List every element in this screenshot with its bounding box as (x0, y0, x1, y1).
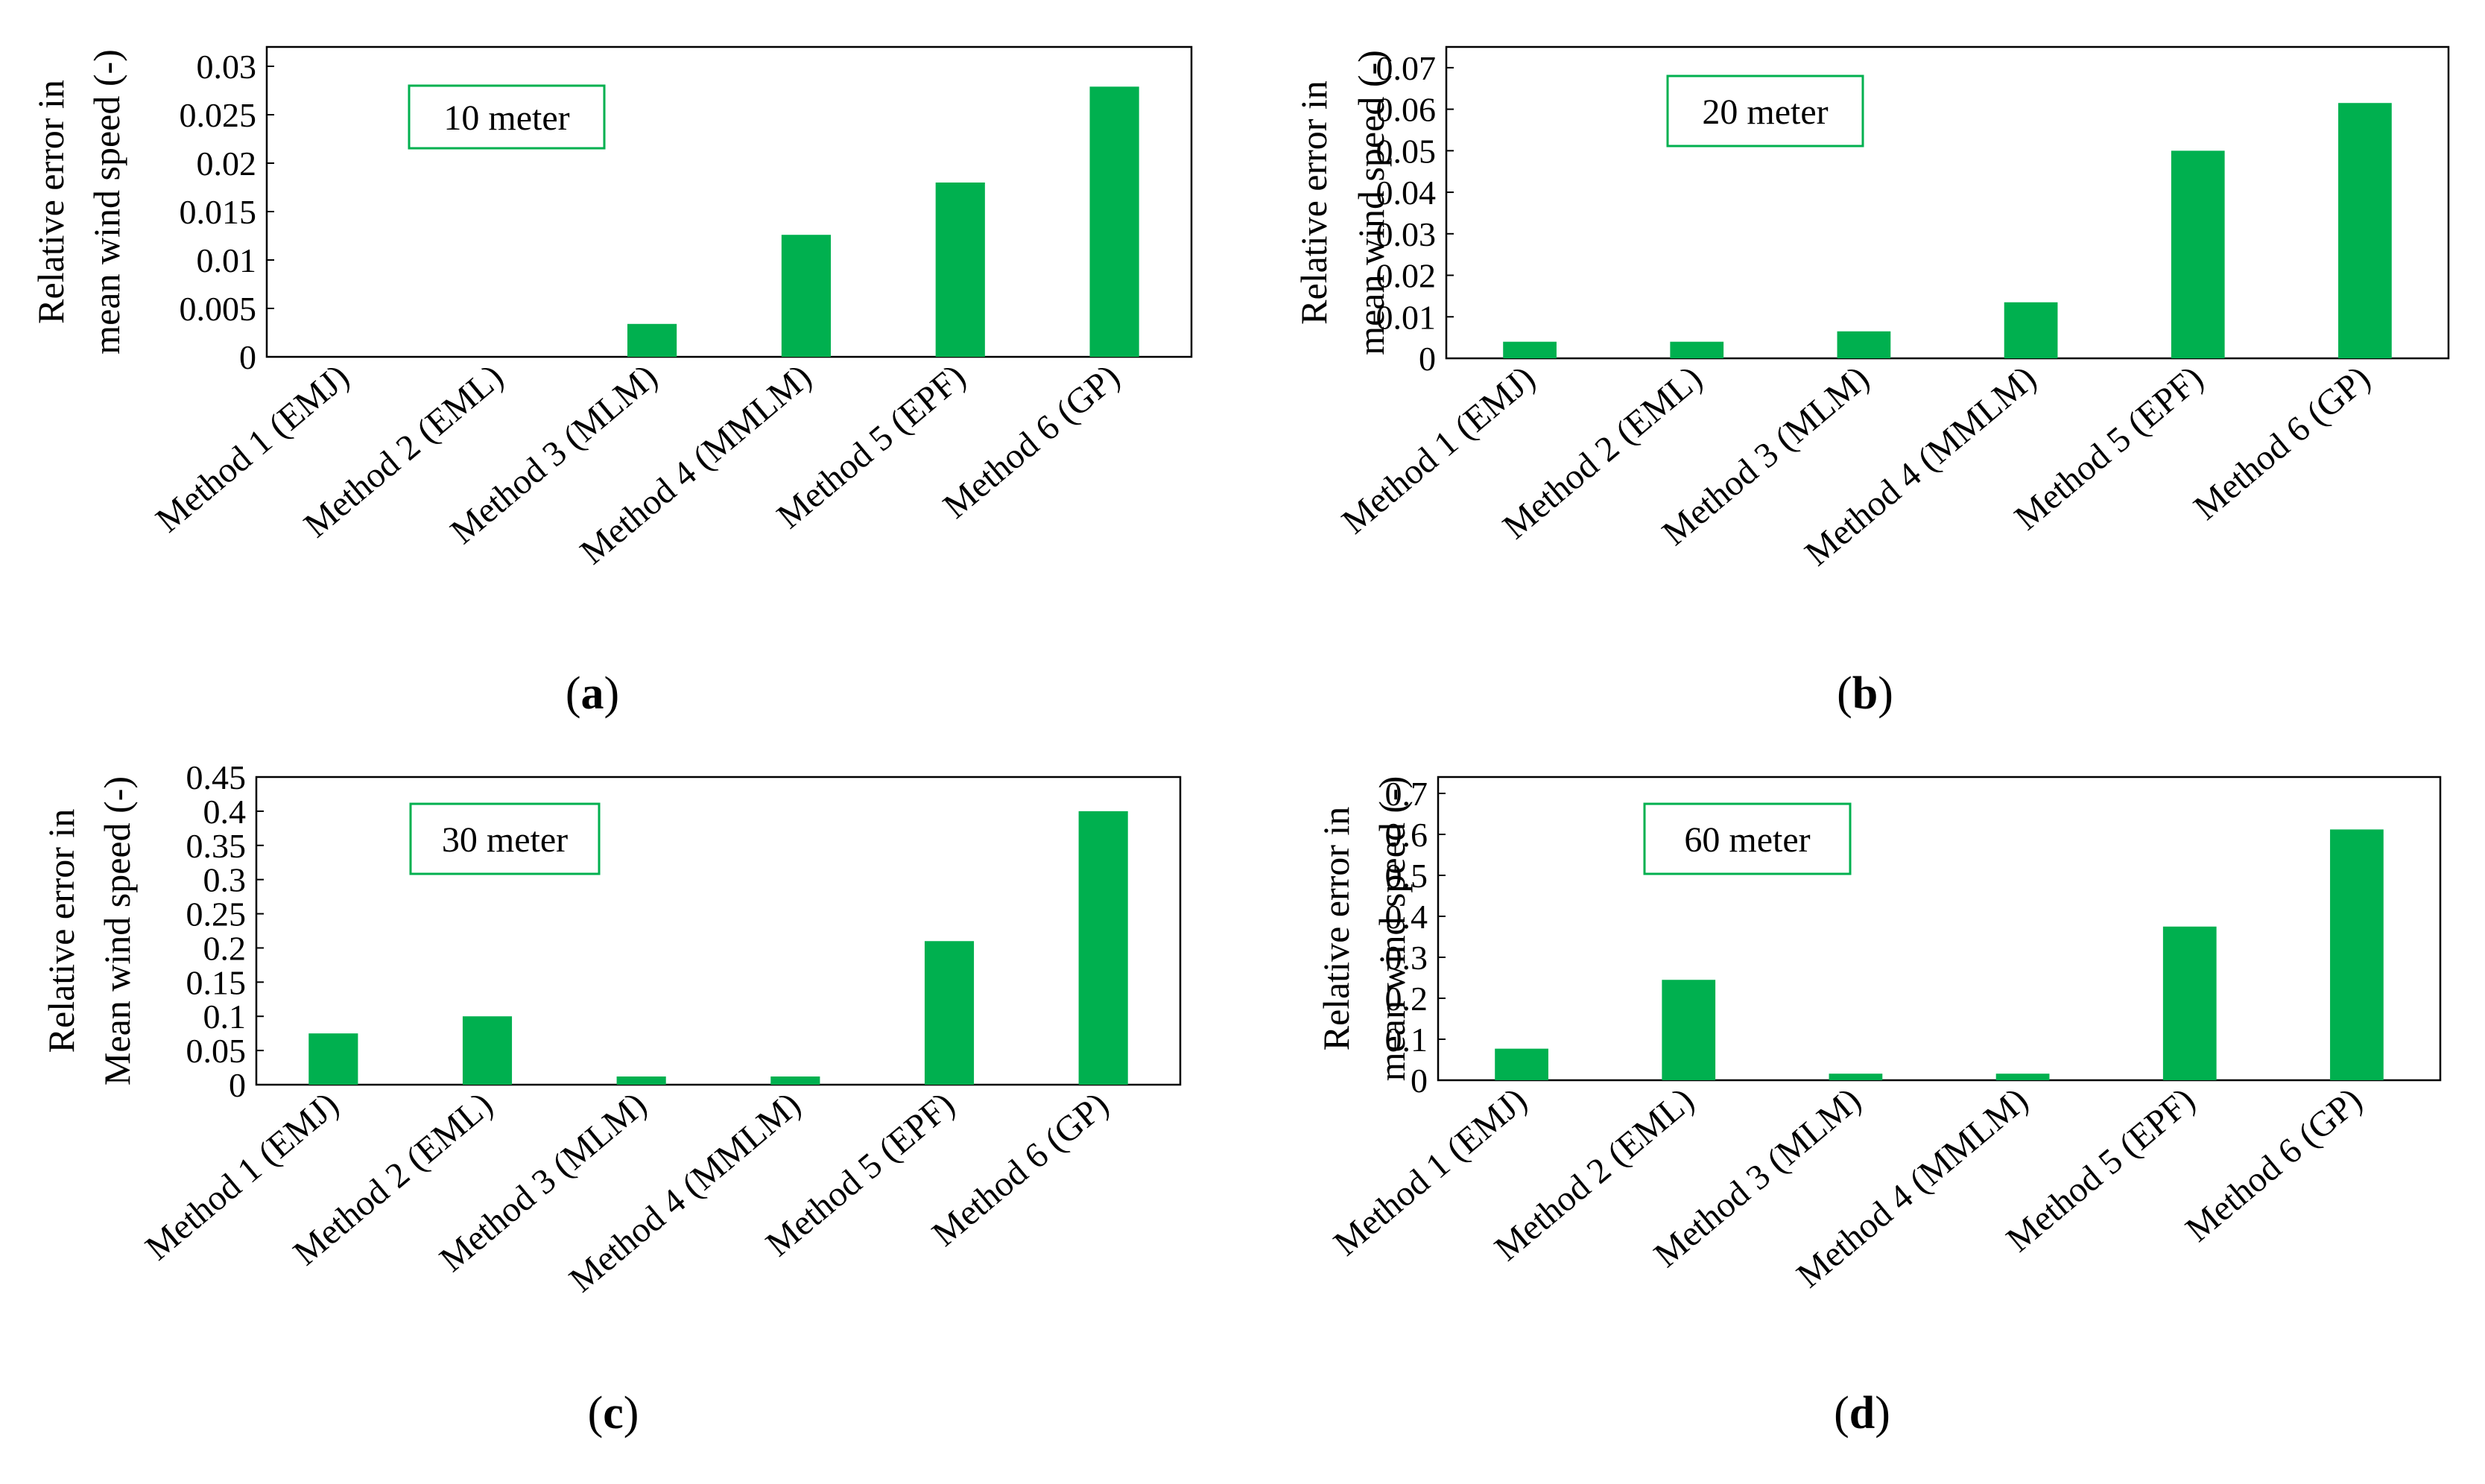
annotation-text: 60 meter (1684, 820, 1810, 860)
y-tick-label: 0.7 (1385, 775, 1428, 813)
chart-panel-c: 00.050.10.150.20.250.30.350.40.45 Relativ… (40, 758, 1182, 1439)
y-tick-label: 0.01 (1376, 298, 1437, 336)
y-tick-label: 0.005 (180, 290, 257, 328)
y-tick-label: 0 (239, 338, 256, 376)
bar (935, 183, 985, 357)
panel-label: (b) (1837, 668, 1893, 719)
annotation-text: 10 meter (443, 98, 569, 138)
panel-label: (d) (1834, 1388, 1890, 1439)
annotation-box: 20 meter (1666, 74, 1864, 148)
bar (308, 1033, 358, 1085)
plot-frame (265, 45, 1193, 358)
bar (1837, 331, 1891, 358)
bar (2162, 926, 2217, 1080)
bar (1662, 980, 1716, 1080)
y-tick-label: 0.25 (186, 895, 247, 933)
bar (1089, 86, 1139, 358)
bar (1995, 1074, 2050, 1080)
plot-frame (1437, 776, 2442, 1082)
y-axis-label: Relative error in (30, 80, 72, 324)
y-tick-label: 0.01 (197, 241, 257, 279)
y-tick-label: 0.03 (1376, 215, 1437, 253)
bar (2171, 150, 2225, 359)
y-tick-label: 0.07 (1376, 49, 1437, 87)
bar (1503, 341, 1557, 358)
bar (2338, 103, 2392, 359)
panel-label: (a) (566, 668, 619, 719)
annotation-frame (1643, 802, 1852, 875)
y-tick-label: 0 (1411, 1062, 1428, 1100)
y-tick-label: 0.03 (197, 48, 257, 86)
x-tick-label: Method 6 (GP) (2186, 358, 2378, 527)
bar (2004, 302, 2058, 358)
annotation-box: 10 meter (408, 84, 606, 150)
y-axis-label: Relative error in (1315, 807, 1357, 1051)
y-tick-label: 0.015 (180, 193, 257, 231)
bar (781, 235, 832, 357)
chart-panel-a: 0 0.005 0.01 0.015 0.02 0.025 0.03 Relative err… (30, 45, 1193, 719)
y-axis-label: mean wind speed (-) (86, 49, 127, 355)
bar (1829, 1074, 1883, 1080)
plot-frame (1445, 45, 2450, 360)
annotation-text: 20 meter (1702, 92, 1828, 132)
plot-frame (255, 776, 1182, 1086)
y-tick-label: 0.15 (186, 963, 247, 1001)
annotation-box: 30 meter (409, 802, 601, 875)
y-tick-label: 0.3 (203, 861, 247, 899)
y-tick-label: 0.4 (1385, 898, 1428, 936)
annotation-frame (1666, 74, 1864, 148)
x-tick-label: Method 6 (GP) (2178, 1080, 2370, 1249)
y-axis-label: Relative error in (40, 809, 82, 1053)
y-tick-label: 0.1 (203, 998, 247, 1036)
y-tick-label: 0.45 (186, 758, 247, 796)
bar (924, 941, 975, 1085)
y-tick-label: 0.6 (1385, 816, 1428, 854)
y-tick-label: 0.2 (203, 929, 247, 967)
y-tick-label: 0.35 (186, 827, 247, 865)
bar (627, 323, 677, 357)
annotation-frame (409, 802, 601, 875)
bar (1670, 341, 1724, 358)
y-tick-label: 0.02 (1376, 257, 1437, 295)
y-tick-label: 0.06 (1376, 91, 1437, 129)
bar (462, 1016, 513, 1085)
y-tick-label: 0.5 (1385, 857, 1428, 895)
panel-label: (c) (588, 1388, 639, 1439)
y-tick-label: 0.2 (1385, 980, 1428, 1018)
chart-panel-d: 00.10.20.30.40.50.60.7 Relative error in m… (1315, 775, 2442, 1439)
y-axis-label: Relative error in (1293, 80, 1335, 325)
y-tick-label: 0.025 (180, 96, 257, 134)
annotation-text: 30 meter (442, 820, 568, 860)
y-tick-label: 0.05 (1376, 132, 1437, 170)
bar (2330, 829, 2384, 1080)
y-tick-label: 0.1 (1385, 1021, 1428, 1059)
y-tick-label: 0 (1419, 340, 1436, 378)
y-tick-label: 0.02 (197, 145, 257, 183)
y-axis-label: mean wind speed (-) (1350, 50, 1392, 355)
y-tick-label: 0.05 (186, 1032, 247, 1070)
y-tick-label: 0.3 (1385, 939, 1428, 977)
y-tick-label: 0.04 (1376, 174, 1437, 212)
bar (770, 1076, 820, 1085)
y-tick-label: 0.4 (203, 793, 247, 831)
y-tick-label: 0 (229, 1066, 246, 1104)
annotation-frame (408, 84, 606, 150)
bar (1495, 1048, 1548, 1080)
y-axis-label: mean wind speed (-) (1371, 776, 1413, 1082)
y-axis-label: Mean wind speed (-) (96, 776, 138, 1085)
bar (1078, 811, 1128, 1085)
chart-panel-b: 0 0.010.02 0.030.04 0.050.06 0.07 Relative er… (1293, 45, 2450, 719)
bar (616, 1076, 666, 1085)
annotation-box: 60 meter (1643, 802, 1852, 875)
